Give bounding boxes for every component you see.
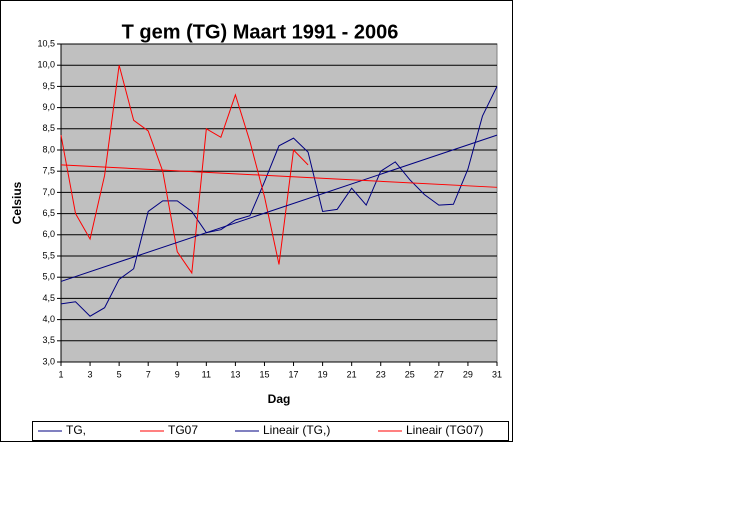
x-tick-label: 3	[88, 369, 93, 379]
x-tick-label: 29	[463, 369, 473, 379]
y-tick-label: 5,0	[42, 272, 55, 282]
x-tick-label: 23	[376, 369, 386, 379]
y-tick-label: 9,0	[42, 102, 55, 112]
y-axis-title: Celsius	[10, 181, 24, 224]
legend-text: Lineair (TG07)	[406, 423, 483, 437]
y-tick-label: 6,0	[42, 229, 55, 239]
y-tick-label: 3,5	[42, 335, 55, 345]
x-tick-label: 19	[318, 369, 328, 379]
y-tick-label: 10,5	[37, 38, 55, 48]
y-tick-label: 7,0	[42, 187, 55, 197]
x-tick-label: 25	[405, 369, 415, 379]
x-tick-label: 31	[492, 369, 502, 379]
x-axis-title: Dag	[268, 392, 291, 406]
series-line	[60, 134, 498, 282]
x-tick-label: 17	[289, 369, 299, 379]
y-tick-label: 5,5	[42, 250, 55, 260]
y-tick-label: 3,0	[42, 356, 55, 366]
x-tick-label: 15	[259, 369, 269, 379]
y-tick-label: 4,0	[42, 314, 55, 324]
chart-title: T gem (TG) Maart 1991 - 2006	[122, 21, 399, 43]
y-tick-label: 8,0	[42, 144, 55, 154]
legend-text: TG07	[168, 423, 198, 437]
y-tick-label: 9,5	[42, 81, 55, 91]
x-tick-label: 13	[230, 369, 240, 379]
x-tick-label: 9	[175, 369, 180, 379]
series-line	[60, 65, 309, 275]
series-line	[60, 86, 498, 317]
x-tick-label: 21	[347, 369, 357, 379]
x-tick-label: 1	[58, 369, 63, 379]
legend-text: TG,	[66, 423, 86, 437]
y-tick-label: 8,5	[42, 123, 55, 133]
y-tick-label: 6,5	[42, 208, 55, 218]
x-tick-label: 27	[434, 369, 444, 379]
x-tick-label: 5	[117, 369, 122, 379]
y-tick-label: 4,5	[42, 293, 55, 303]
series-line	[60, 164, 498, 188]
y-tick-label: 7,5	[42, 166, 55, 176]
legend-text: Lineair (TG,)	[263, 423, 330, 437]
y-tick-label: 10,0	[37, 60, 55, 70]
x-tick-label: 7	[146, 369, 151, 379]
x-tick-label: 11	[202, 369, 211, 379]
legend	[32, 421, 509, 441]
